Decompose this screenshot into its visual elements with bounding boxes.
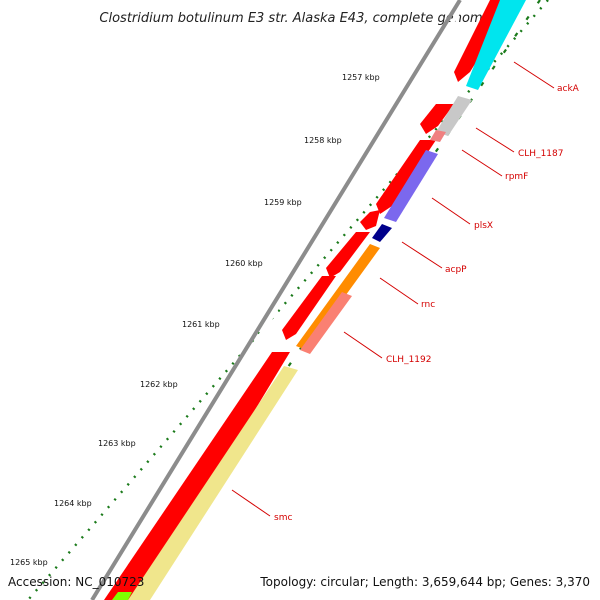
- tick-label: 1257 kbp: [342, 73, 380, 82]
- cds-rnc-fwd: [282, 276, 336, 340]
- cds-smc-fwd: [104, 352, 290, 600]
- genome-backbone: [90, 0, 462, 600]
- leader-rpmF: [461, 149, 503, 177]
- topology-summary: Topology: circular; Length: 3,659,644 bp…: [259, 575, 590, 589]
- gene-CLH_1187-block: [436, 96, 472, 136]
- outer-ruler-dots: [27, 0, 549, 600]
- gene-track: [112, 0, 526, 600]
- gene-label-smc: smc: [274, 513, 292, 523]
- leader-rnc: [379, 277, 419, 305]
- leader-ackA: [513, 61, 555, 89]
- forward-cds-track: [104, 0, 514, 600]
- gene-CLH_1192-block: [300, 292, 352, 354]
- cds-acpP-fwd: [326, 232, 370, 278]
- leader-smc: [231, 489, 271, 517]
- gene-acpP-block: [372, 224, 392, 242]
- tick-label: 1265 kbp: [10, 558, 48, 567]
- gene-ackA-block: [466, 0, 526, 90]
- accession-text: Accession: NC_010723: [8, 575, 144, 589]
- gene-label-rnc: rnc: [421, 300, 435, 310]
- gene-rnc-block: [296, 244, 380, 350]
- gene-label-CLH_1192: CLH_1192: [386, 355, 431, 365]
- gene-plsX-block: [384, 150, 438, 222]
- tick-label: 1259 kbp: [264, 198, 302, 207]
- genome-backbone-inner: [96, 0, 468, 600]
- tick-label: 1258 kbp: [304, 136, 342, 145]
- gene-labels: ackA CLH_1187 rpmF plsX acpP rnc CLH_119…: [274, 84, 580, 523]
- tick-label: 1262 kbp: [140, 380, 178, 389]
- gene-next-block: [112, 592, 132, 600]
- tick-label: 1264 kbp: [54, 499, 92, 508]
- tick-label: 1260 kbp: [225, 259, 263, 268]
- gene-label-acpP: acpP: [445, 265, 467, 275]
- leader-CLH_1192: [343, 331, 383, 359]
- map-title: Clostridium botulinum E3 str. Alaska E43…: [99, 11, 490, 26]
- tick-label: 1261 kbp: [182, 320, 220, 329]
- cds-plsX-fwd: [360, 210, 380, 230]
- leader-acpP: [401, 241, 443, 269]
- gene-label-ackA: ackA: [557, 84, 580, 94]
- scale-labels: 1257 kbp 1258 kbp 1259 kbp 1260 kbp 1261…: [10, 73, 380, 567]
- gene-rpmF-block: [430, 130, 446, 142]
- cds-CLH_1187-fwd: [420, 104, 454, 134]
- gene-leader-lines: [231, 61, 555, 517]
- gene-label-CLH_1187: CLH_1187: [518, 149, 563, 159]
- gene-smc-block: [128, 366, 298, 600]
- tick-label: 1263 kbp: [98, 439, 136, 448]
- leader-CLH_1187: [475, 127, 515, 153]
- leader-plsX: [431, 197, 471, 225]
- gene-label-plsX: plsX: [474, 221, 493, 231]
- gene-label-rpmF: rpmF: [505, 172, 528, 182]
